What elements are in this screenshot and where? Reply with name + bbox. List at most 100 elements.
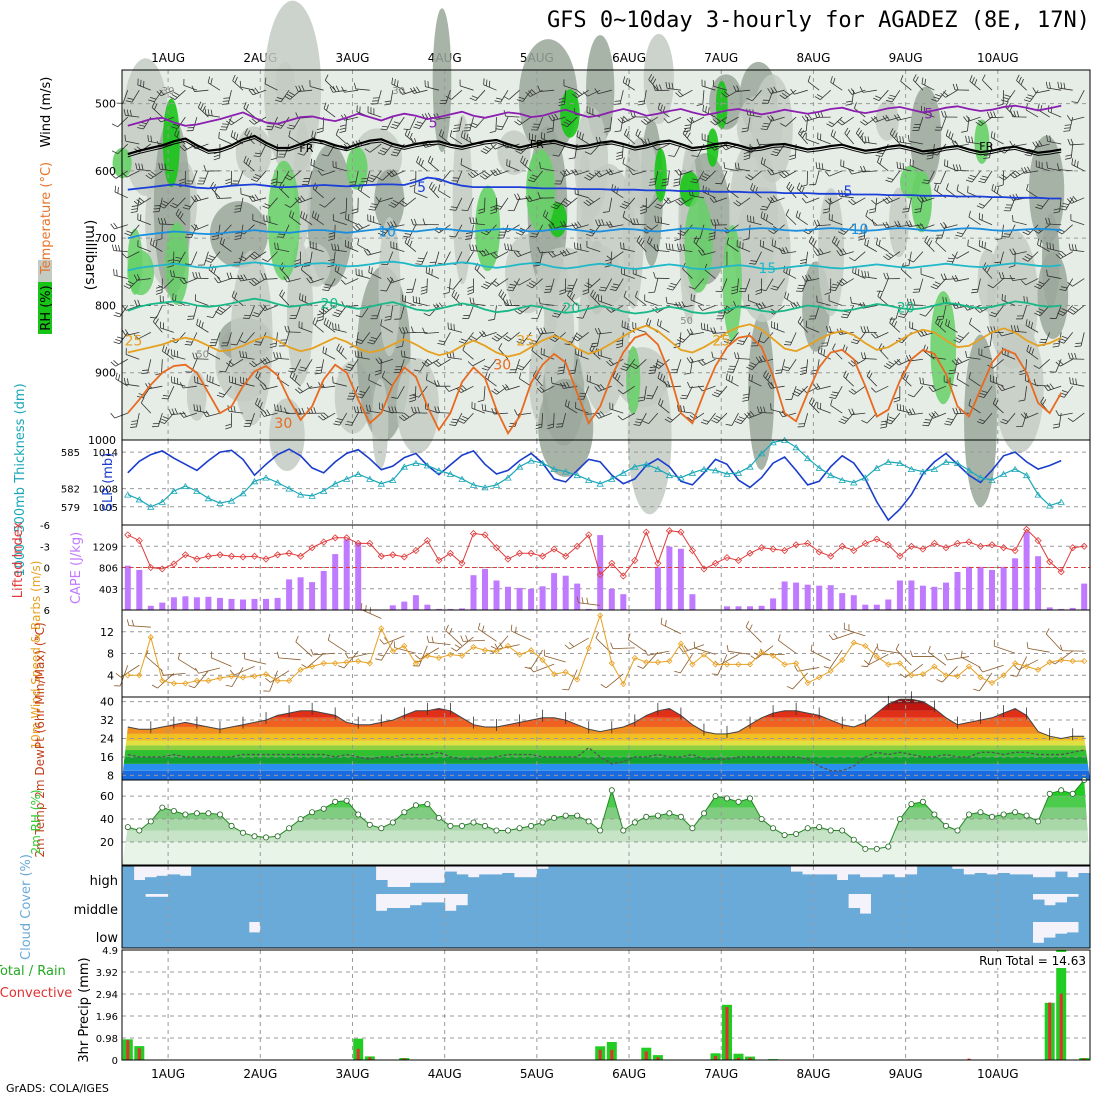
wind-barb (924, 241, 935, 252)
footer-credit: GrADS: COLA/IGES (6, 1082, 109, 1095)
wind-speed-marker (677, 640, 684, 647)
wind-barb-flag (919, 377, 922, 384)
wind-barb-flag (1009, 274, 1014, 281)
wind-barb-flag (594, 172, 600, 178)
wind-barb-flag (824, 171, 830, 177)
wind-barb (923, 350, 935, 360)
wind-barb-flag (660, 373, 663, 381)
wind-barb-flag (131, 205, 139, 207)
lifted-index-marker (596, 571, 604, 579)
wind-barb-flag (524, 666, 532, 670)
wind-barb-flag (900, 75, 904, 82)
wind-barb (332, 249, 347, 253)
wind-barb-flag (546, 127, 554, 130)
cape-bar (562, 575, 569, 610)
wind-speed-marker (827, 667, 834, 674)
wind-barb-flag (471, 336, 478, 340)
wind-barb-flag (757, 340, 765, 344)
wind-barb-flag (547, 423, 554, 427)
wind-barb-flag (113, 314, 120, 318)
wind-barb-flag (1048, 82, 1051, 89)
cape-bar (124, 565, 131, 610)
wind-barb (913, 251, 924, 263)
wind-barb-flag (857, 130, 862, 136)
wind-barb (438, 358, 451, 367)
wind-barb-flag (883, 365, 890, 370)
wind-barb-flag (158, 420, 165, 424)
wind-barb (1047, 275, 1062, 279)
wind-barb-flag (830, 129, 834, 136)
wind-barb-flag (260, 383, 265, 390)
wind-barb-flag (300, 210, 303, 218)
wind-barb-flag (387, 221, 391, 228)
wind-barb-flag (301, 664, 308, 669)
wind-barb (968, 377, 981, 387)
wind-barb-flag (355, 224, 361, 230)
wind-barb (686, 386, 693, 399)
wind-barb (289, 170, 301, 181)
wind-barb (1069, 117, 1074, 131)
thickness-marker (700, 465, 708, 472)
wind-barb-flag (467, 361, 473, 367)
lifted-index-marker (423, 537, 431, 545)
rh-marker (262, 834, 269, 841)
slp-axis-title: SLP (mb) (101, 453, 116, 512)
cloud-cover-bar (1020, 894, 1033, 922)
wind-barb-flag (162, 416, 169, 420)
cloud-cover-bar (467, 894, 480, 922)
wind-barb (206, 380, 221, 387)
wind-barb (498, 294, 509, 306)
wind-barb-flag (673, 184, 680, 187)
rh-marker (966, 811, 973, 818)
wind-barb-flag (538, 297, 541, 304)
wind-barb-flag (303, 265, 310, 267)
wind-barb-flag (289, 210, 292, 217)
lifted-index-marker (274, 551, 282, 559)
wind-barb-flag (518, 372, 522, 379)
wind-barb-flag (1061, 308, 1068, 312)
wind-barb-flag (223, 97, 230, 99)
wind-barb (591, 224, 601, 237)
wind-barb-flag (882, 198, 888, 204)
wind-barb (1025, 325, 1039, 333)
wind-barb-flag (1045, 217, 1048, 225)
wind-barb-flag (1059, 644, 1063, 651)
wind-barb (755, 251, 762, 265)
wind-barb (486, 143, 497, 154)
wind-barb-flag (409, 396, 416, 400)
cape-bar (908, 580, 915, 610)
wind-barb-flag (469, 297, 472, 304)
lifted-index-marker (193, 555, 201, 563)
wind-barb-flag (774, 148, 781, 151)
lifted-index-marker (550, 545, 558, 553)
cape-bar (873, 604, 880, 610)
wind-barb (114, 224, 128, 230)
wind-barb-flag (110, 223, 115, 230)
wind-barb (230, 358, 244, 368)
wind-barb (355, 88, 370, 91)
wind-barb (852, 358, 866, 367)
wind-barb-flag (467, 286, 474, 289)
wind-barb-flag (783, 265, 786, 273)
wind-barb (644, 300, 658, 306)
cloud-cover-bar (894, 894, 907, 922)
wind-barb-flag (891, 319, 895, 326)
wind-barb-flag (451, 289, 455, 296)
wind-barb-flag (744, 413, 749, 419)
wind-barb (840, 251, 854, 256)
lifted-index-marker (976, 542, 985, 550)
rh-marker (504, 827, 511, 834)
lifted-index-tick-label: -6 (40, 521, 50, 532)
wind-barb-flag (249, 362, 255, 368)
lifted-index-marker (585, 531, 593, 539)
wind-barb-flag (410, 87, 415, 94)
wind-barb (788, 359, 797, 372)
wind-barb-flag (186, 233, 193, 236)
cloud-cover-bar (283, 894, 296, 922)
thickness-marker (665, 471, 674, 479)
cape-bar (793, 582, 800, 610)
wind-barb (784, 89, 797, 99)
wind-barb-flag (742, 396, 749, 399)
wind-barb (635, 296, 647, 306)
cloud-cover-bar (698, 922, 711, 948)
